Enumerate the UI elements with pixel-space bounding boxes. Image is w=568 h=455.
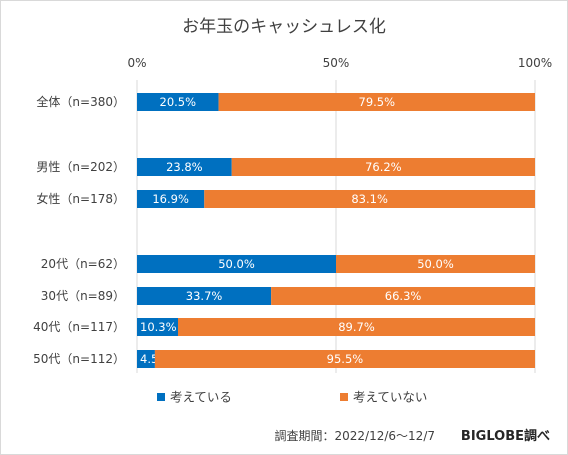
data-label: 16.9% <box>152 192 189 206</box>
bar-segment <box>137 255 336 273</box>
bar-segment <box>271 287 535 305</box>
bar-segment <box>137 287 272 305</box>
category-label: 30代（n=89） <box>41 289 125 303</box>
bar-segment <box>137 158 232 176</box>
bar-segment <box>336 255 535 273</box>
bar-segment <box>137 93 219 111</box>
legend-swatch <box>157 393 165 401</box>
data-label: 89.7% <box>338 320 375 334</box>
data-label: 76.2% <box>365 160 402 174</box>
bar-segment <box>137 350 155 368</box>
category-labels: 全体（n=380） 男性（n=202） 女性（n=178） 20代（n=62） 30代（… <box>33 94 125 366</box>
x-tick-label: 50% <box>323 56 350 70</box>
data-label: 66.3% <box>385 289 422 303</box>
data-label: 95.5% <box>327 352 364 366</box>
legend-swatch <box>340 393 348 401</box>
bars: 20.5% 79.5% 23.8% 76.2% 16.9% 83.1% 50.0% 50.0%… <box>137 93 535 368</box>
bar-segment <box>137 190 205 208</box>
data-label: 83.1% <box>351 192 388 206</box>
x-tick-label: 100% <box>518 56 552 70</box>
data-label: 79.5% <box>359 95 396 109</box>
x-tick-label: 0% <box>127 56 146 70</box>
bar-segment <box>204 190 535 208</box>
chart-title: お年玉のキャッシュレス化 <box>182 17 386 37</box>
category-label: 20代（n=62） <box>41 257 125 271</box>
x-tick-labels: 0% 50% 100% <box>127 56 552 70</box>
category-label: 男性（n=202） <box>36 160 125 174</box>
category-label: 50代（n=112） <box>33 352 125 366</box>
legend-label: 考えている <box>170 390 232 405</box>
data-label: 20.5% <box>160 95 197 109</box>
category-label: 女性（n=178） <box>36 191 125 206</box>
data-label: 23.8% <box>166 160 203 174</box>
legend: 考えている 考えていない <box>157 390 427 405</box>
survey-period-note: 調査期間：2022/12/6～12/7 <box>275 429 435 443</box>
bar-segment <box>154 350 535 368</box>
data-label: 50.0% <box>417 257 454 271</box>
bar-segment <box>137 318 178 336</box>
data-label: 50.0% <box>218 257 255 271</box>
source-label: BIGLOBE調べ <box>461 428 550 444</box>
bar-segment <box>218 93 535 111</box>
data-label: 10.3% <box>140 320 177 334</box>
legend-label: 考えていない <box>353 390 427 405</box>
category-label: 全体（n=380） <box>36 94 125 109</box>
bar-segment <box>231 158 535 176</box>
data-label: 33.7% <box>186 289 223 303</box>
category-label: 40代（n=117） <box>33 320 125 334</box>
bar-segment <box>177 318 535 336</box>
